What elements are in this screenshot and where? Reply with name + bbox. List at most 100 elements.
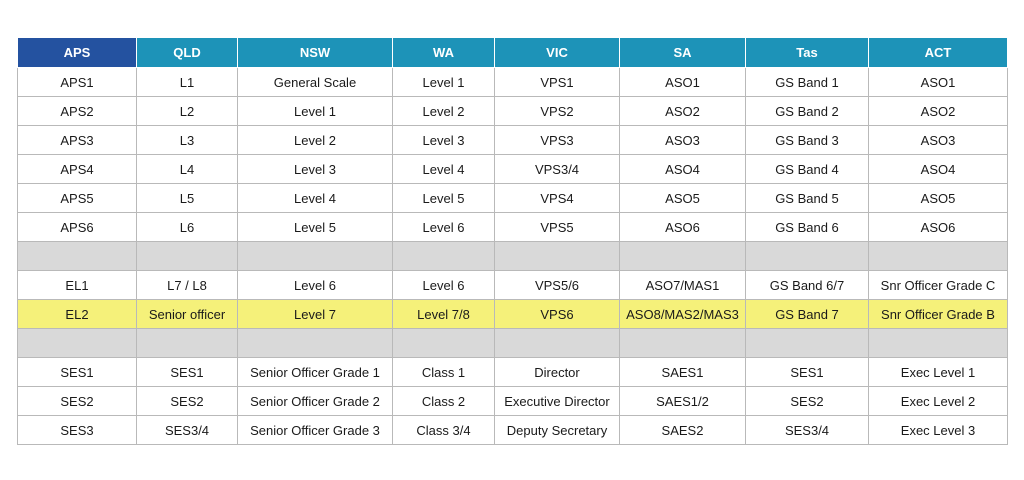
separator-row xyxy=(17,241,1008,271)
table-cell: Level 6 xyxy=(392,270,495,300)
table-cell: VPS3/4 xyxy=(494,154,620,184)
table-cell: SES2 xyxy=(136,386,238,416)
table-cell: L7 / L8 xyxy=(136,270,238,300)
table-cell: ASO7/MAS1 xyxy=(619,270,746,300)
table-cell: Senior Officer Grade 3 xyxy=(237,415,393,445)
table-cell: ASO4 xyxy=(868,154,1008,184)
table-cell: APS1 xyxy=(17,67,137,97)
table-cell: Exec Level 3 xyxy=(868,415,1008,445)
header-sa: SA xyxy=(619,37,746,68)
table-cell: ASO6 xyxy=(619,212,746,242)
table-cell: Level 4 xyxy=(392,154,495,184)
table-cell xyxy=(619,241,746,271)
table-cell: GS Band 6/7 xyxy=(745,270,869,300)
table-cell: GS Band 2 xyxy=(745,96,869,126)
table-cell: SES1 xyxy=(17,357,137,387)
table-cell: L6 xyxy=(136,212,238,242)
table-cell: VPS4 xyxy=(494,183,620,213)
table-row: APS4 L4 Level 3 Level 4 VPS3/4 ASO4 GS B… xyxy=(17,154,1008,184)
table-cell xyxy=(619,328,746,358)
table-cell: Class 3/4 xyxy=(392,415,495,445)
table-cell: Level 5 xyxy=(237,212,393,242)
table-cell: ASO6 xyxy=(868,212,1008,242)
table-cell: SAES1 xyxy=(619,357,746,387)
table-cell: APS3 xyxy=(17,125,137,155)
table-cell: ASO5 xyxy=(619,183,746,213)
table-cell: APS2 xyxy=(17,96,137,126)
header-vic: VIC xyxy=(494,37,620,68)
table-cell: L2 xyxy=(136,96,238,126)
table-cell: ASO8/MAS2/MAS3 xyxy=(619,299,746,329)
table-cell: Level 6 xyxy=(237,270,393,300)
table-cell: SES3/4 xyxy=(136,415,238,445)
table-cell xyxy=(17,241,137,271)
table-cell: Level 1 xyxy=(392,67,495,97)
table-cell: GS Band 6 xyxy=(745,212,869,242)
table-cell: VPS6 xyxy=(494,299,620,329)
table-cell: APS4 xyxy=(17,154,137,184)
header-nsw: NSW xyxy=(237,37,393,68)
table-cell: Level 5 xyxy=(392,183,495,213)
table-cell xyxy=(237,241,393,271)
classification-table-container: APS QLD NSW WA VIC SA Tas ACT APS1 L1 Ge… xyxy=(17,37,1008,445)
header-act: ACT xyxy=(868,37,1008,68)
table-cell xyxy=(136,328,238,358)
table-row: EL1 L7 / L8 Level 6 Level 6 VPS5/6 ASO7/… xyxy=(17,270,1008,300)
table-cell: Snr Officer Grade C xyxy=(868,270,1008,300)
table-cell: EL2 xyxy=(17,299,137,329)
table-cell xyxy=(494,328,620,358)
table-cell: EL1 xyxy=(17,270,137,300)
table-cell: VPS1 xyxy=(494,67,620,97)
table-cell: ASO3 xyxy=(868,125,1008,155)
table-row: APS6 L6 Level 5 Level 6 VPS5 ASO6 GS Ban… xyxy=(17,212,1008,242)
table-row: APS5 L5 Level 4 Level 5 VPS4 ASO5 GS Ban… xyxy=(17,183,1008,213)
table-cell: Level 7/8 xyxy=(392,299,495,329)
table-cell: SAES1/2 xyxy=(619,386,746,416)
table-cell: GS Band 7 xyxy=(745,299,869,329)
table-cell: Deputy Secretary xyxy=(494,415,620,445)
table-cell: VPS2 xyxy=(494,96,620,126)
table-cell: Level 2 xyxy=(392,96,495,126)
header-wa: WA xyxy=(392,37,495,68)
table-cell: L3 xyxy=(136,125,238,155)
table-cell: VPS3 xyxy=(494,125,620,155)
table-cell xyxy=(868,328,1008,358)
header-aps: APS xyxy=(17,37,137,68)
table-cell: L4 xyxy=(136,154,238,184)
table-cell: ASO1 xyxy=(619,67,746,97)
table-cell: Exec Level 1 xyxy=(868,357,1008,387)
table-row: APS3 L3 Level 2 Level 3 VPS3 ASO3 GS Ban… xyxy=(17,125,1008,155)
table-cell: ASO2 xyxy=(868,96,1008,126)
table-cell: GS Band 3 xyxy=(745,125,869,155)
table-cell: SES3/4 xyxy=(745,415,869,445)
table-cell: Level 4 xyxy=(237,183,393,213)
table-cell xyxy=(17,328,137,358)
table-cell: VPS5 xyxy=(494,212,620,242)
table-cell: Senior Officer Grade 2 xyxy=(237,386,393,416)
table-cell: ASO3 xyxy=(619,125,746,155)
table-cell: GS Band 4 xyxy=(745,154,869,184)
table-cell xyxy=(745,241,869,271)
table-cell: GS Band 5 xyxy=(745,183,869,213)
header-row: APS QLD NSW WA VIC SA Tas ACT xyxy=(17,37,1008,68)
table-cell: Snr Officer Grade B xyxy=(868,299,1008,329)
table-cell: ASO1 xyxy=(868,67,1008,97)
header-tas: Tas xyxy=(745,37,869,68)
table-cell: SES2 xyxy=(745,386,869,416)
table-cell xyxy=(494,241,620,271)
table-cell: Level 2 xyxy=(237,125,393,155)
table-cell xyxy=(392,241,495,271)
table-cell: Senior Officer Grade 1 xyxy=(237,357,393,387)
table-row: APS1 L1 General Scale Level 1 VPS1 ASO1 … xyxy=(17,67,1008,97)
table-row: SES3 SES3/4 Senior Officer Grade 3 Class… xyxy=(17,415,1008,445)
table-cell: Level 3 xyxy=(237,154,393,184)
header-qld: QLD xyxy=(136,37,238,68)
table-cell: Level 1 xyxy=(237,96,393,126)
table-cell: Level 6 xyxy=(392,212,495,242)
table-cell: Senior officer xyxy=(136,299,238,329)
table-cell: ASO4 xyxy=(619,154,746,184)
table-cell xyxy=(237,328,393,358)
table-cell: Class 2 xyxy=(392,386,495,416)
table-cell: Exec Level 2 xyxy=(868,386,1008,416)
table-cell xyxy=(136,241,238,271)
